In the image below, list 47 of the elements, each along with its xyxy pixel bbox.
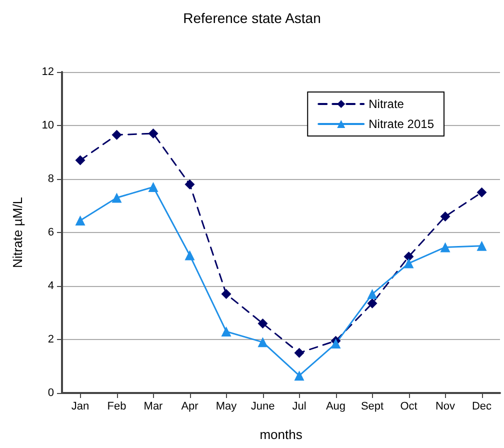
point	[75, 215, 86, 226]
point	[404, 258, 414, 268]
point	[148, 182, 158, 192]
y-tick-label: 12	[42, 66, 54, 78]
x-tick-label: Aug	[326, 400, 346, 412]
y-tick-label: 8	[48, 173, 54, 185]
point	[440, 242, 450, 252]
x-tick-label: Oct	[400, 400, 418, 412]
y-tick-label: 0	[48, 387, 54, 399]
x-tick-label: Jan	[71, 400, 90, 412]
point	[367, 289, 378, 300]
legend-label: Nitrate 2015	[368, 117, 434, 131]
x-tick-label: Dec	[472, 400, 492, 412]
x-tick-label: May	[216, 400, 238, 412]
x-tick-label: June	[250, 400, 275, 412]
y-tick-label: 2	[48, 334, 54, 346]
point	[367, 298, 378, 308]
x-axis-title: months	[260, 427, 303, 442]
y-axis-title: Nitrate µM/L	[10, 196, 25, 268]
point	[184, 179, 195, 190]
x-tick-label: Jul	[292, 400, 306, 412]
x-tick-label: Sept	[360, 400, 384, 412]
legend-label: Nitrate	[368, 97, 404, 111]
point	[258, 337, 268, 348]
point	[404, 252, 414, 262]
point	[148, 128, 158, 139]
x-tick-label: Apr	[181, 400, 199, 412]
point	[221, 326, 232, 336]
point	[112, 192, 122, 203]
point	[294, 370, 304, 381]
point	[75, 155, 86, 166]
x-tick-label: Mar	[144, 400, 164, 412]
point	[184, 250, 195, 260]
y-tick-label: 10	[42, 120, 54, 132]
y-tick-label: 4	[48, 280, 54, 292]
point	[440, 211, 450, 222]
point	[221, 289, 232, 300]
point	[330, 338, 341, 349]
point	[476, 240, 487, 251]
y-tick-label: 6	[48, 226, 54, 238]
x-tick-label: Nov	[435, 400, 456, 412]
x-tick-label: Feb	[107, 400, 126, 412]
point	[476, 187, 487, 198]
point	[112, 130, 122, 140]
chart-title: Reference state Astan	[183, 10, 321, 26]
point	[258, 318, 268, 328]
point	[294, 348, 304, 358]
